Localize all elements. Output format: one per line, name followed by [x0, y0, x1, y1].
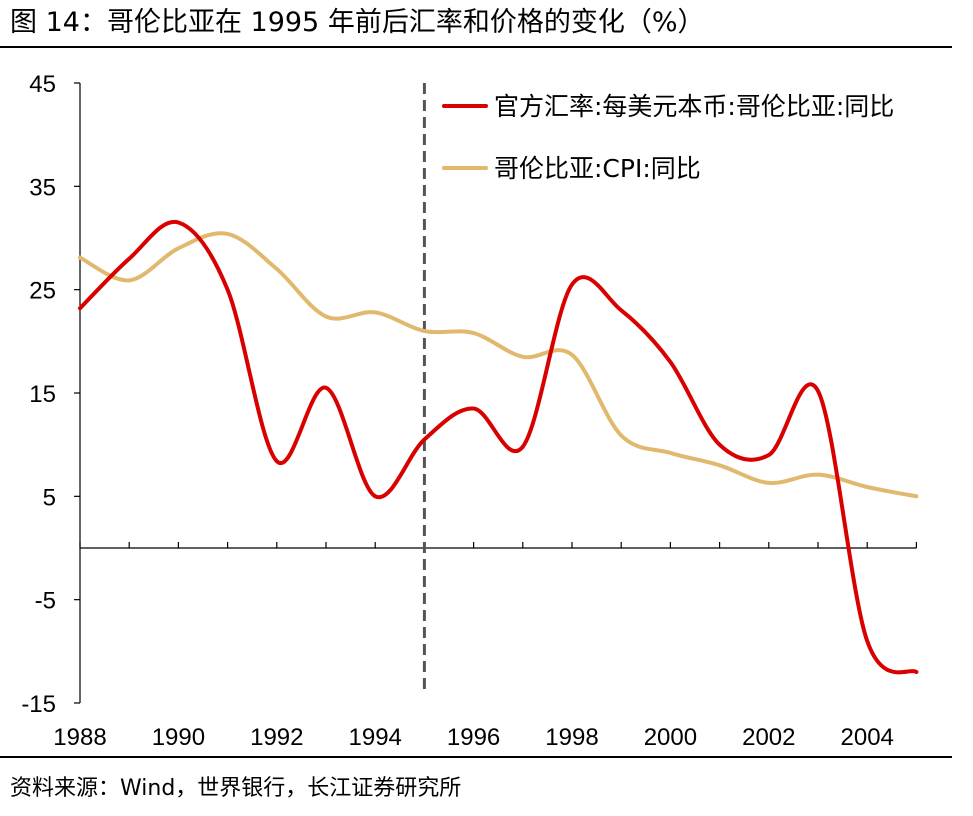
x-axis: 1988 1990 1992 1994 1996 1998 2000 2002 2004: [53, 542, 918, 751]
x-tick-label: 1994: [349, 724, 402, 751]
title-rule: [0, 46, 952, 48]
x-tick-label: 1996: [447, 724, 500, 751]
x-tick-label: 2000: [644, 724, 697, 751]
bottom-rule: [0, 756, 952, 758]
source-note: 资料来源：Wind，世界银行，长江证券研究所: [10, 776, 462, 801]
figure-title: 图 14：哥伦比亚在 1995 年前后汇率和价格的变化（%）: [10, 7, 705, 38]
x-tick-label: 2002: [742, 724, 795, 751]
x-tick-label: 2004: [841, 724, 894, 751]
y-tick-label: 25: [29, 278, 56, 305]
x-tick-label: 1998: [545, 724, 598, 751]
legend: 官方汇率:每美元本币:哥伦比亚:同比 哥伦比亚:CPI:同比: [442, 92, 894, 183]
x-tick-label: 1990: [152, 724, 205, 751]
x-tick-label: 1988: [53, 724, 106, 751]
y-tick-label: 35: [29, 174, 56, 201]
y-tick-label: -15: [21, 691, 56, 718]
series-layer: [78, 219, 919, 675]
y-tick-label: 45: [29, 71, 56, 98]
y-axis: 45 35 25 15 5 -5 -15: [21, 71, 81, 718]
series-line-cpi: [78, 231, 919, 499]
legend-label-cpi: 哥伦比亚:CPI:同比: [494, 154, 701, 183]
y-tick-label: 5: [43, 484, 56, 511]
series-line-exchange-rate: [78, 219, 919, 675]
y-tick-label: -5: [35, 588, 56, 615]
legend-label-exchange-rate: 官方汇率:每美元本币:哥伦比亚:同比: [494, 92, 894, 121]
y-tick-label: 15: [29, 381, 56, 408]
x-tick-label: 1992: [250, 724, 303, 751]
